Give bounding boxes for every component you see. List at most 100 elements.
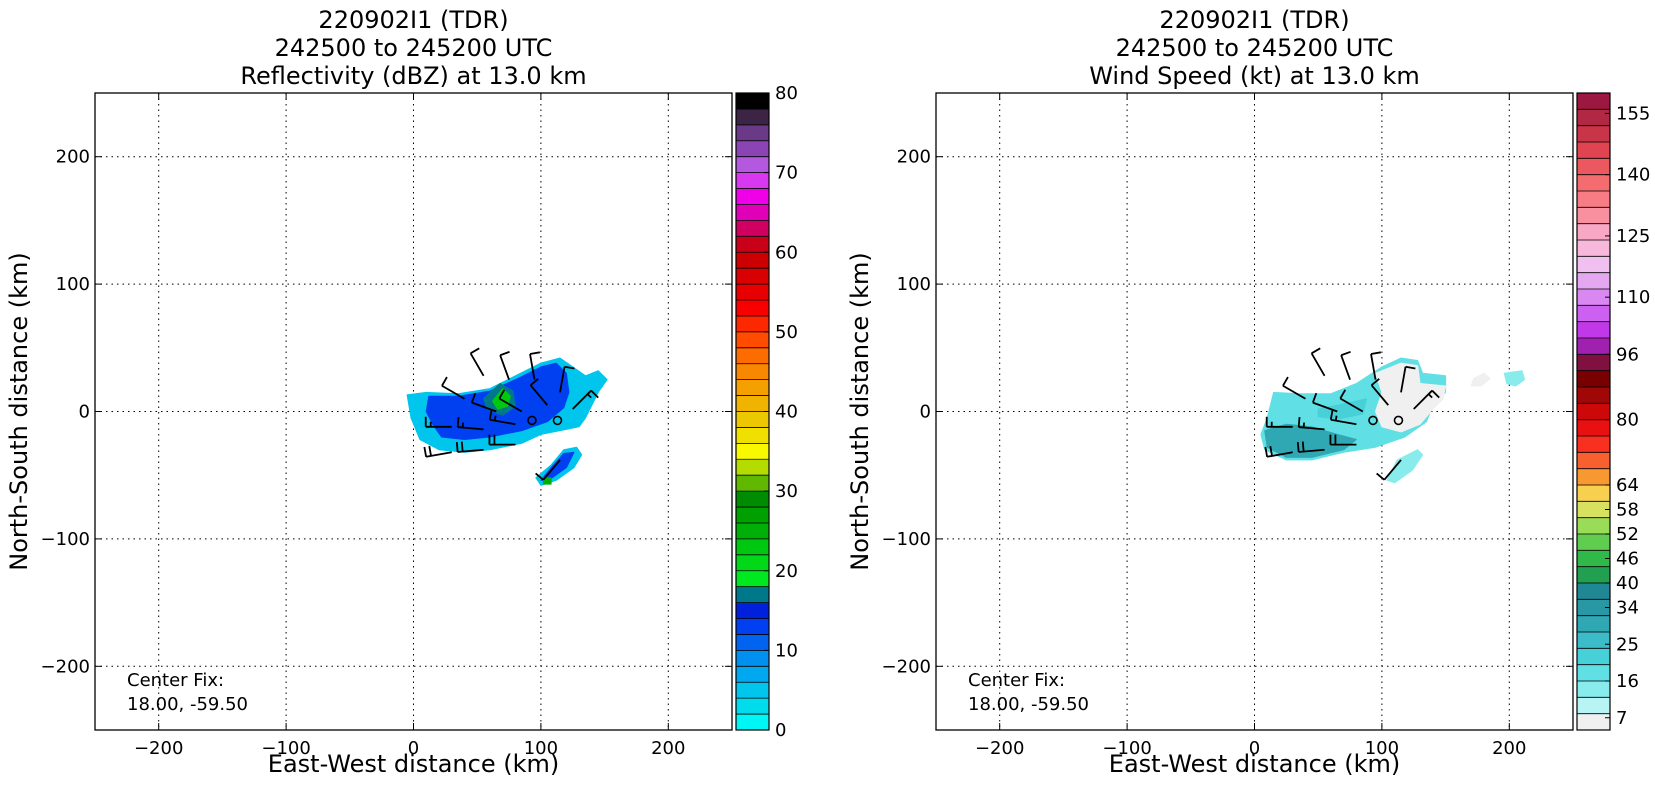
wind-barb	[423, 445, 452, 458]
x-tick-label: −200	[975, 738, 1024, 759]
colorbar-swatch	[736, 443, 769, 460]
colorbar-swatch	[1577, 599, 1610, 617]
barb-staff	[529, 384, 548, 406]
chart-title-line-3: Wind Speed (kt) at 13.0 km	[1089, 62, 1420, 90]
barb-feather	[1431, 389, 1440, 399]
barb-staff	[1383, 459, 1402, 481]
y-tick-label: 0	[79, 402, 90, 423]
barb-staff	[499, 354, 510, 380]
chart-title-line-3: Reflectivity (dBZ) at 13.0 km	[240, 62, 586, 90]
colorbar-swatch	[736, 427, 769, 444]
barb-feather	[1376, 472, 1385, 481]
colorbar-tick-label: 40	[1616, 573, 1639, 594]
colorbar-swatch	[1577, 191, 1610, 208]
data-region	[1470, 372, 1491, 387]
wind-barb	[488, 409, 516, 426]
colorbar-tick-label: 140	[1616, 165, 1650, 186]
colorbar-frame	[1576, 92, 1611, 731]
data-region	[1386, 449, 1424, 484]
wind-barb	[498, 389, 523, 413]
colorbar-tick-label: 7	[1616, 708, 1627, 729]
colorbar-swatch	[736, 714, 769, 731]
colorbar-swatch	[736, 236, 769, 253]
center-marker	[552, 415, 563, 426]
barb-feather	[1339, 389, 1347, 399]
colorbar: 0 10 20 30 40 50 60 70 80	[735, 83, 798, 741]
barb-feather	[1405, 365, 1416, 370]
colorbar-swatch	[736, 491, 769, 508]
wind-barb	[469, 347, 485, 377]
colorbar-swatch	[736, 140, 769, 158]
colorbar-swatch	[736, 538, 769, 556]
colorbar-swatch	[1577, 615, 1610, 633]
barb-feather	[590, 389, 599, 399]
wind-barb	[1296, 441, 1325, 453]
colorbar-swatch	[1577, 109, 1610, 127]
colorbar-swatch	[736, 570, 769, 588]
center-fix-label: Center Fix:	[127, 670, 224, 691]
wind-barb	[572, 389, 599, 410]
colorbar-swatch	[736, 634, 769, 651]
y-tick-label: 100	[56, 274, 90, 295]
y-tick-label: 100	[897, 274, 931, 295]
colorbar-swatch	[1577, 697, 1610, 715]
barb-half-feather	[586, 393, 592, 399]
colorbar-swatch	[736, 522, 769, 540]
colorbar-swatch	[736, 602, 769, 620]
colorbar-swatch	[1577, 174, 1610, 192]
barb-staff	[542, 459, 561, 481]
barb-feather	[1311, 347, 1321, 355]
barb-staff	[559, 366, 566, 393]
colorbar-swatch	[736, 475, 769, 492]
colorbar-swatch	[1577, 566, 1610, 584]
x-axis-label: East-West distance (km)	[1109, 750, 1400, 778]
center-marker	[1393, 415, 1404, 426]
colorbar-tick-label: 64	[1616, 475, 1639, 496]
barb-feather	[441, 376, 448, 387]
barb-feather	[456, 417, 460, 428]
colorbar-swatch	[736, 411, 769, 428]
wind-barb	[1310, 347, 1326, 377]
barb-feather	[423, 446, 428, 457]
barb-half-feather	[1427, 393, 1433, 399]
barb-feather	[471, 392, 477, 403]
barb-staff	[498, 397, 523, 413]
wind-barb	[424, 416, 452, 428]
colorbar-tick-label: 16	[1616, 671, 1639, 692]
x-tick-label: 100	[524, 738, 558, 759]
barb-staff	[572, 389, 592, 410]
wind-barb	[456, 417, 484, 431]
barb-staff	[1310, 352, 1326, 377]
chart-title-line-2: 242500 to 245200 UTC	[275, 34, 553, 62]
barb-staff	[425, 451, 452, 458]
barb-feather	[1340, 350, 1351, 357]
colorbar-swatch	[736, 315, 769, 333]
y-tick-label: −100	[41, 529, 90, 550]
colorbar-swatch	[1577, 125, 1610, 143]
colorbar-swatch	[736, 124, 769, 142]
chart-title-line-1: 220902I1 (TDR)	[1159, 6, 1349, 34]
colorbar-swatch	[1577, 534, 1610, 551]
colorbar: 7 16 25 34 40 46 52 58 64 80 96 110 125 140 155	[1576, 92, 1650, 731]
x-tick-label: 100	[1365, 738, 1399, 759]
colorbar-swatch	[736, 284, 769, 301]
colorbar-tick-label: 40	[775, 402, 798, 423]
y-axis-label: North-South distance (km)	[846, 252, 874, 571]
barb-feather	[1297, 417, 1301, 428]
colorbar-swatch	[1577, 305, 1610, 323]
data-region	[542, 477, 552, 485]
barb-staff	[1340, 354, 1351, 380]
barb-staff	[1370, 353, 1377, 380]
colorbar-swatch	[736, 379, 769, 397]
barb-staff	[1282, 384, 1306, 400]
colorbar-swatch	[736, 172, 769, 190]
colorbar-tick-label: 96	[1616, 344, 1639, 365]
barb-feather	[460, 441, 464, 452]
colorbar-swatch	[1577, 93, 1610, 110]
colorbar-swatch	[1577, 501, 1610, 519]
barb-half-feather	[493, 415, 497, 421]
colorbar-tick-label: 80	[775, 83, 798, 104]
y-tick-label: 0	[920, 402, 931, 423]
